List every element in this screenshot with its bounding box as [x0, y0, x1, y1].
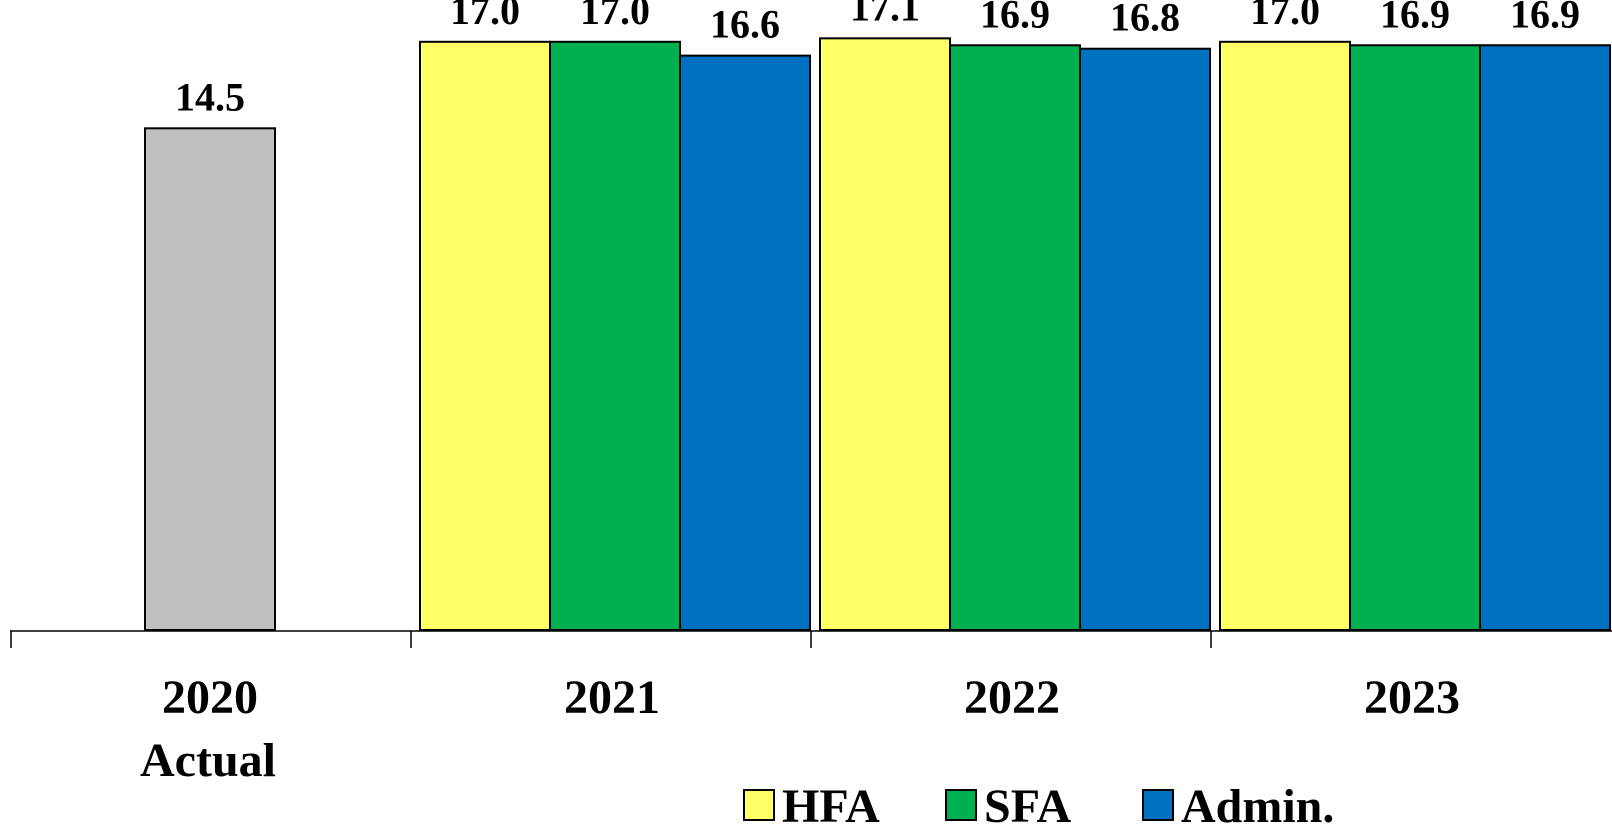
legend-swatch — [743, 789, 775, 821]
data-label: 16.9 — [1380, 0, 1450, 36]
legend-swatch — [945, 789, 977, 821]
bar-2023-admin — [1479, 44, 1611, 631]
x-tick-label: 2020 — [162, 671, 258, 724]
legend: HFA SFA Admin. — [743, 780, 1334, 828]
legend-label: HFA — [782, 780, 880, 828]
bar-2022-hfa — [819, 37, 951, 631]
x-tick-label: 2021 — [564, 671, 660, 724]
x-tick-label: 2023 — [1364, 671, 1460, 724]
data-label: 16.9 — [980, 0, 1050, 36]
data-label: 16.8 — [1110, 0, 1180, 40]
bars-group — [144, 37, 1611, 632]
bar-2021-hfa — [419, 40, 551, 632]
bar-2023-hfa — [1219, 40, 1351, 632]
bar-2021-admin — [679, 54, 811, 631]
legend-label: SFA — [984, 780, 1071, 828]
bar-2021-sfa — [549, 40, 681, 632]
legend-swatch — [1142, 789, 1174, 821]
bar-2022-sfa — [949, 44, 1081, 631]
data-label: 17.0 — [580, 0, 650, 33]
bar-2022-admin — [1079, 47, 1211, 632]
data-label: 14.5 — [175, 74, 245, 119]
data-label: 17.1 — [850, 0, 920, 29]
category-labels-group: 2020 Actual 2021 2022 2023 — [140, 671, 1460, 787]
data-label: 17.0 — [450, 0, 520, 33]
data-label: 17.0 — [1250, 0, 1320, 33]
bar-2023-sfa — [1349, 44, 1481, 631]
x-axis — [10, 630, 1612, 648]
legend-label: Admin. — [1181, 780, 1334, 828]
x-tick-label: 2022 — [964, 671, 1060, 724]
data-label: 16.6 — [710, 2, 780, 47]
bar-2020-actual — [144, 127, 276, 632]
data-label: 16.9 — [1510, 0, 1580, 36]
value-labels-group: 14.5 17.0 17.0 16.6 17.1 16.9 16.8 17.0 16.9 16.9 — [175, 0, 1580, 119]
x-tick-sublabel: Actual — [140, 734, 276, 787]
